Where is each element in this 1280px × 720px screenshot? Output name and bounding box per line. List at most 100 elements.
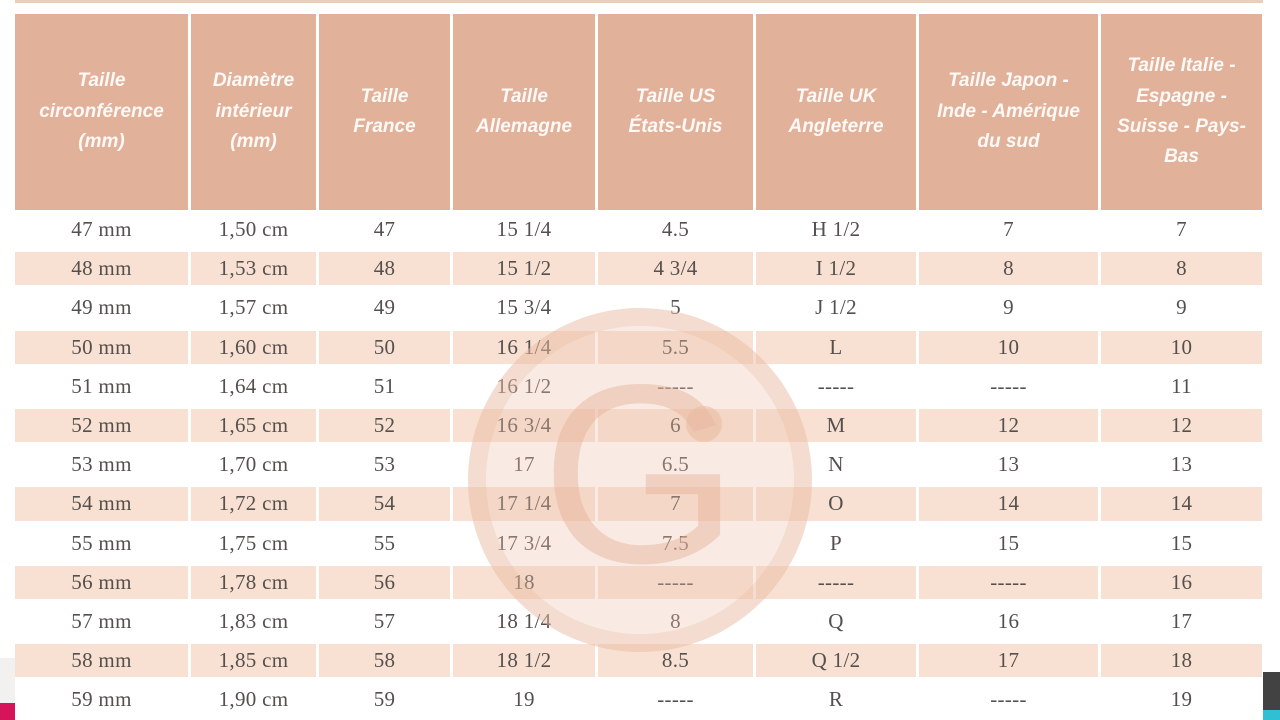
ring-size-conversion-table: Taille circonférence (mm) Diamètre intéri… — [15, 14, 1262, 719]
column-header: Taille Allemagne — [453, 14, 595, 210]
table-cell: 5 — [670, 295, 681, 320]
table-cell: 6.5 — [661, 452, 690, 477]
table-cell: 15 — [1170, 530, 1193, 555]
table-cell: 7 — [598, 487, 753, 521]
table-cell: 4.5 — [661, 217, 690, 242]
table-cell: 7 — [1176, 217, 1187, 242]
page-edge-pink-block — [0, 703, 15, 720]
table-row: 57 mm 1,83 cm 57 18 1/4 8 Q 16 17 — [15, 602, 1262, 641]
column-header: Taille Japon - Inde - Amérique du sud — [919, 14, 1098, 210]
table-row: 47 mm 1,50 cm 47 15 1/4 4.5 H 1/2 7 7 — [15, 210, 1262, 249]
table-row: 53 mm 1,70 cm 53 17 6.5 N 13 13 — [15, 445, 1262, 484]
table-cell: 9 — [1003, 295, 1014, 320]
table-cell: 52 mm — [15, 408, 188, 443]
table-cell: 54 mm — [15, 487, 188, 521]
page-edge-dark-block — [1263, 672, 1280, 710]
table-cell: 1,72 cm — [191, 487, 316, 521]
table-cell: 1,65 cm — [191, 408, 316, 443]
table-cell: 14 — [919, 487, 1098, 521]
table-cell: 8.5 — [598, 644, 753, 678]
table-cell: 19 — [1170, 687, 1193, 712]
table-cell: 5.5 — [598, 330, 753, 364]
page-edge-gray-strip — [0, 658, 15, 703]
table-cell: 57 mm — [71, 608, 132, 633]
table-cell: 18 — [1101, 644, 1262, 678]
table-cell: 1,60 cm — [191, 330, 316, 364]
table-row: 59 mm 1,90 cm 59 19 ----- R ----- 19 — [15, 680, 1262, 719]
table-cell: 58 — [319, 644, 450, 678]
table-cell: 17 — [919, 644, 1098, 678]
table-cell: 16 1/2 — [496, 373, 552, 398]
table-cell: 49 mm — [71, 295, 132, 320]
table-cell: 58 mm — [15, 644, 188, 678]
table-cell: H 1/2 — [811, 217, 861, 242]
table-cell: 8 — [1101, 252, 1262, 286]
table-cell: 56 — [319, 565, 450, 599]
table-cell: 59 mm — [71, 687, 132, 712]
table-cell: 16 1/4 — [453, 330, 595, 364]
table-cell: 57 — [373, 608, 396, 633]
table-cell: 14 — [1101, 487, 1262, 521]
table-cell: ----- — [756, 565, 916, 599]
table-cell: ----- — [598, 565, 753, 599]
column-header: Taille France — [319, 14, 450, 210]
table-cell: 59 — [373, 687, 396, 712]
table-cell: 17 1/4 — [453, 487, 595, 521]
table-cell: ----- — [657, 687, 694, 712]
table-cell: 50 mm — [15, 330, 188, 364]
table-cell: 51 — [373, 373, 396, 398]
table-header-row: Taille circonférence (mm) Diamètre intéri… — [15, 14, 1262, 210]
table-row: 51 mm 1,64 cm 51 16 1/2 ----- ----- ----- 11 — [15, 367, 1262, 406]
table-cell: 10 — [919, 330, 1098, 364]
table-cell: 55 — [373, 530, 396, 555]
table-cell: Q 1/2 — [756, 644, 916, 678]
table-cell: R — [828, 687, 844, 712]
table-cell: 1,57 cm — [218, 295, 289, 320]
table-cell: 15 1/2 — [453, 252, 595, 286]
table-cell: M — [756, 408, 916, 443]
table-cell: 53 — [373, 452, 396, 477]
table-cell: N — [828, 452, 844, 477]
column-header: Taille UK Angleterre — [756, 14, 916, 210]
table-cell: ----- — [990, 373, 1027, 398]
column-header: Taille Italie - Espagne - Suisse - Pays-… — [1101, 14, 1262, 210]
table-cell: 1,64 cm — [218, 373, 289, 398]
table-cell: 1,83 cm — [218, 608, 289, 633]
table-cell: 48 — [319, 252, 450, 286]
table-cell: 1,75 cm — [218, 530, 289, 555]
table-cell: 8 — [670, 608, 681, 633]
column-header: Diamètre intérieur (mm) — [191, 14, 316, 210]
table-cell: 16 — [997, 608, 1020, 633]
table-cell: 48 mm — [15, 252, 188, 286]
table-cell: 18 1/2 — [453, 644, 595, 678]
table-cell: 55 mm — [71, 530, 132, 555]
page-edge-cyan-block — [1263, 710, 1280, 720]
table-cell: ----- — [919, 565, 1098, 599]
table-cell: 15 — [997, 530, 1020, 555]
table-row: 55 mm 1,75 cm 55 17 3/4 7.5 P 15 15 — [15, 524, 1262, 563]
table-cell: 54 — [319, 487, 450, 521]
table-cell: 47 — [373, 217, 396, 242]
table-cell: 1,53 cm — [191, 252, 316, 286]
table-cell: L — [756, 330, 916, 364]
table-cell: 50 — [319, 330, 450, 364]
table-row: 48 mm 1,53 cm 48 15 1/2 4 3/4 I 1/2 8 8 — [15, 249, 1262, 288]
table-cell: 13 — [1170, 452, 1193, 477]
table-cell: 18 — [453, 565, 595, 599]
table-cell: 15 1/4 — [496, 217, 552, 242]
table-cell: 12 — [919, 408, 1098, 443]
table-cell: 10 — [1101, 330, 1262, 364]
column-header: Taille circonférence (mm) — [15, 14, 188, 210]
table-cell: 18 1/4 — [496, 608, 552, 633]
table-cell: Q — [828, 608, 844, 633]
table-cell: O — [756, 487, 916, 521]
table-cell: 15 3/4 — [496, 295, 552, 320]
table-body: 47 mm 1,50 cm 47 15 1/4 4.5 H 1/2 7 7 48 mm 1,53 … — [15, 210, 1262, 719]
table-row: 52 mm 1,65 cm 52 16 3/4 6 M 12 12 — [15, 406, 1262, 445]
table-cell: 1,70 cm — [218, 452, 289, 477]
table-cell: 4 3/4 — [598, 252, 753, 286]
table-row: 58 mm 1,85 cm 58 18 1/2 8.5 Q 1/2 17 18 — [15, 641, 1262, 680]
table-row: 49 mm 1,57 cm 49 15 3/4 5 J 1/2 9 9 — [15, 288, 1262, 327]
table-cell: 7.5 — [661, 530, 690, 555]
table-cell: 16 — [1101, 565, 1262, 599]
